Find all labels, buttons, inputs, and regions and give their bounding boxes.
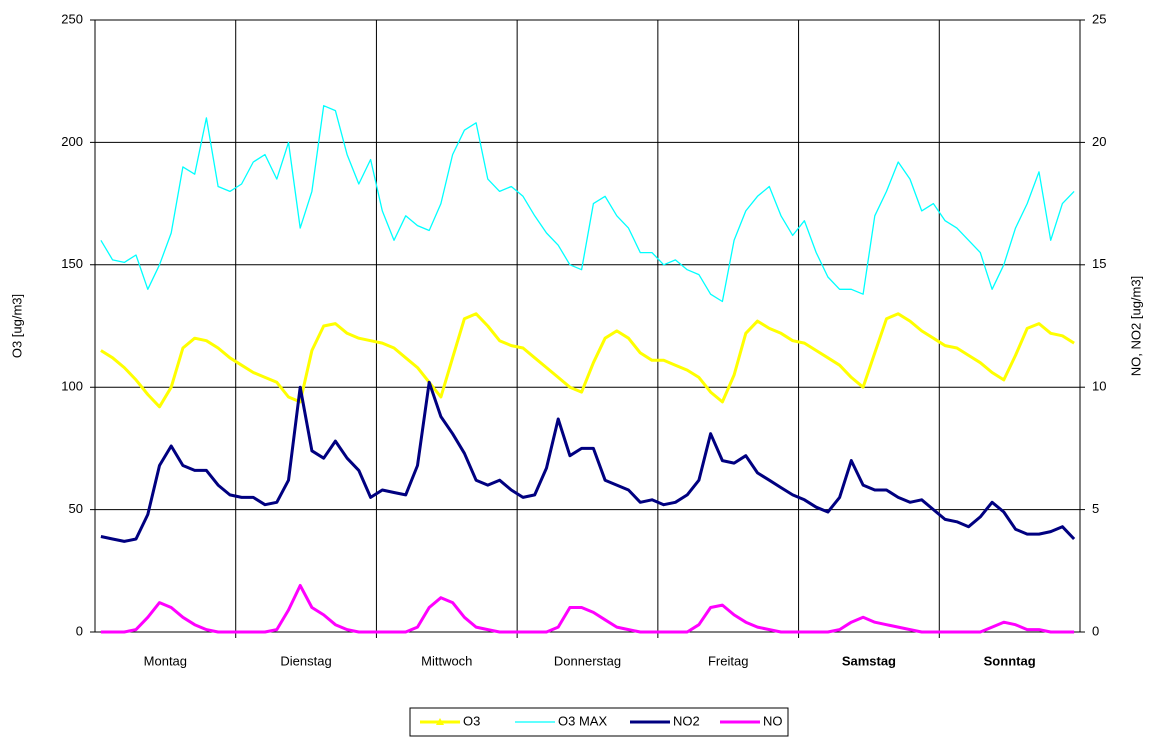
y-tick-label: 150 <box>61 256 83 271</box>
legend-label: NO2 <box>673 713 700 728</box>
legend-marker <box>436 718 444 725</box>
x-tick-label: Freitag <box>708 653 748 668</box>
y-tick-label: 250 <box>61 11 83 26</box>
x-tick-label: Samstag <box>842 653 896 668</box>
x-tick-label: Montag <box>144 653 187 668</box>
x-tick-label: Mittwoch <box>421 653 472 668</box>
series-line <box>100 312 1075 409</box>
y2-tick-label: 15 <box>1092 256 1106 271</box>
y2-tick-label: 25 <box>1092 11 1106 26</box>
y2-tick-label: 0 <box>1092 623 1099 638</box>
series-line <box>100 105 1075 303</box>
y2-tick-label: 5 <box>1092 501 1099 516</box>
y-tick-label: 50 <box>69 501 83 516</box>
legend-label: O3 MAX <box>558 713 607 728</box>
x-tick-label: Sonntag <box>984 653 1036 668</box>
y-tick-label: 100 <box>61 379 83 394</box>
y-tick-label: 200 <box>61 134 83 149</box>
x-tick-label: Dienstag <box>280 653 331 668</box>
y-tick-label: 0 <box>76 623 83 638</box>
y2-axis-title: NO, NO2 [ug/m3] <box>1128 276 1143 376</box>
y2-tick-label: 20 <box>1092 134 1106 149</box>
series-line <box>100 380 1076 543</box>
series-line <box>100 584 1075 634</box>
y-axis-title: O3 [ug/m3] <box>9 294 24 358</box>
legend-label: O3 <box>463 713 480 728</box>
x-tick-label: Donnerstag <box>554 653 621 668</box>
legend-label: NO <box>763 713 783 728</box>
y2-tick-label: 10 <box>1092 379 1106 394</box>
plot-border <box>94 19 1081 633</box>
